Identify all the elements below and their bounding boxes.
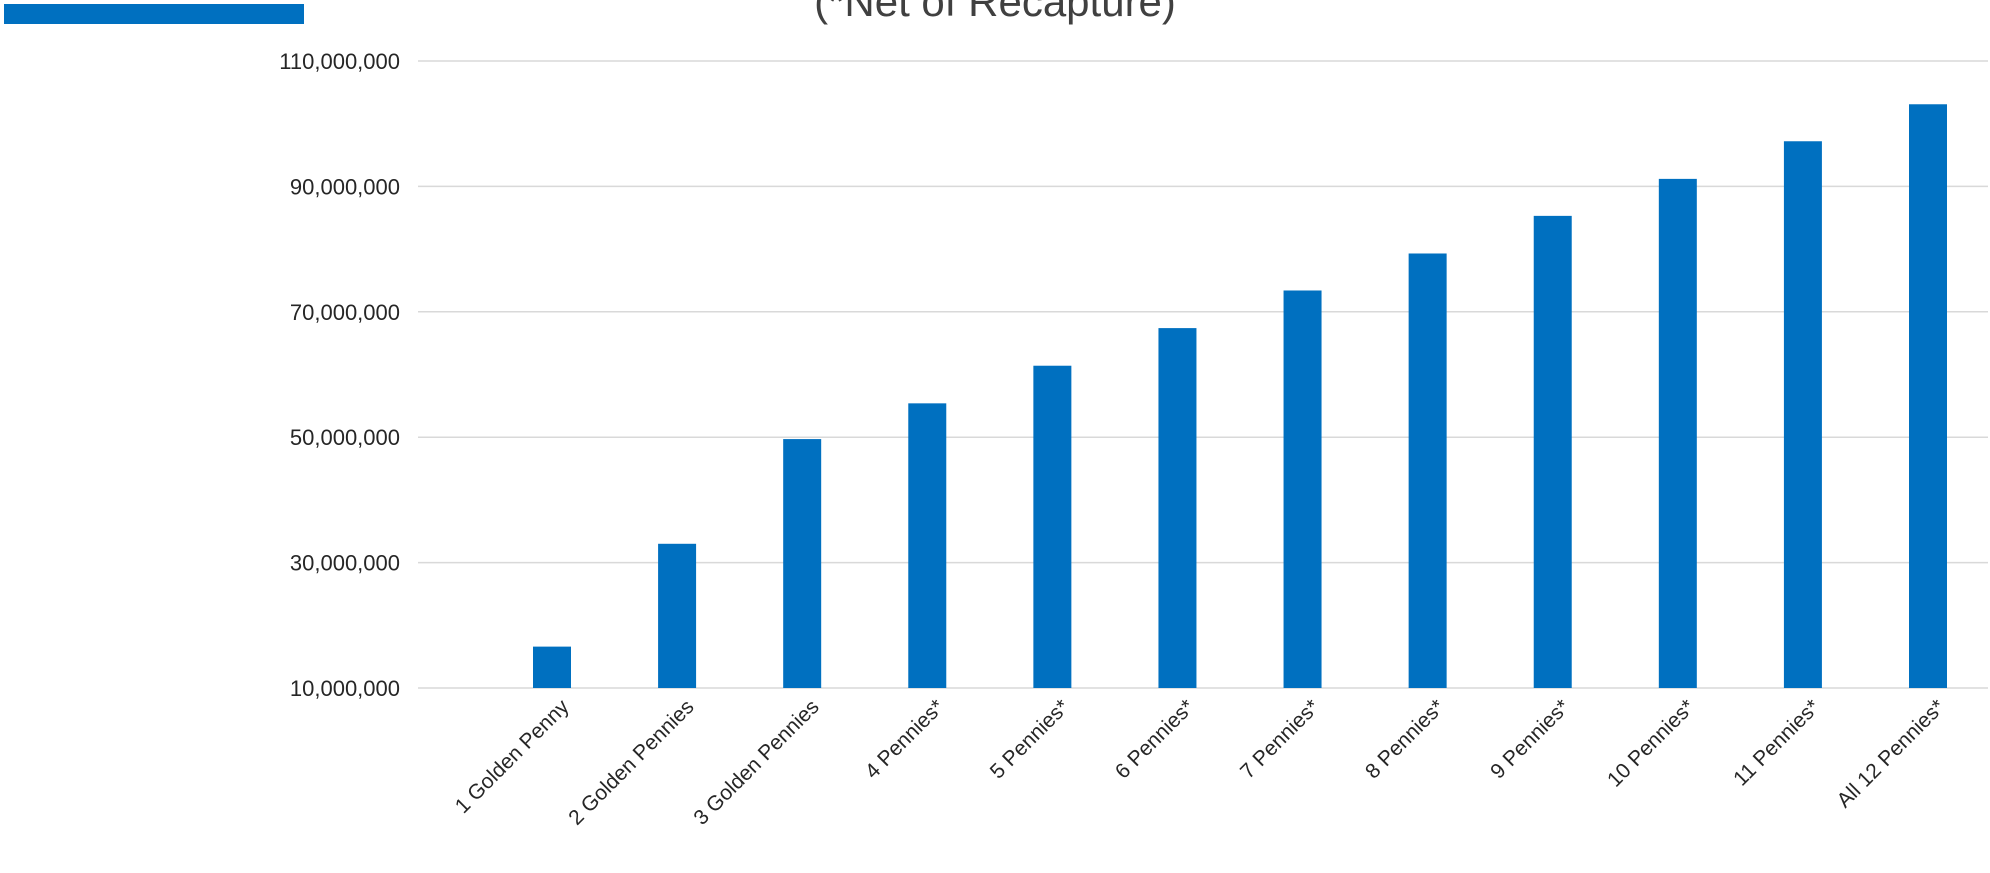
x-tick-label: All 12 Pennies* — [1833, 695, 1950, 812]
x-tick-label: 11 Pennies* — [1729, 695, 1824, 790]
y-tick-label: 110,000,000 — [279, 49, 400, 74]
bar — [1658, 178, 1697, 688]
bar — [658, 543, 697, 688]
chart-title: (*Net of Recapture) — [814, 0, 1176, 25]
y-tick-label: 10,000,000 — [290, 676, 400, 701]
bar — [1158, 328, 1197, 688]
bar — [1909, 104, 1947, 688]
bar — [1408, 253, 1447, 688]
x-tick-label: 1 Golden Penny — [451, 695, 574, 818]
y-tick-label: 50,000,000 — [290, 425, 400, 450]
x-tick-label: 2 Golden Pennies — [564, 695, 698, 829]
bar — [1033, 365, 1072, 688]
x-tick-label: 10 Pennies* — [1603, 695, 1699, 791]
gridlines — [418, 60, 1988, 689]
x-tick-label: 8 Pennies* — [1361, 695, 1449, 783]
legend-swatch — [4, 4, 304, 24]
bar — [783, 439, 822, 688]
y-axis-tick-labels: 10,000,000 30,000,000 50,000,000 70,000,000… — [279, 49, 400, 701]
bar — [533, 646, 571, 688]
bar — [1783, 141, 1822, 689]
bar — [1283, 290, 1322, 688]
x-tick-label: 7 Pennies* — [1236, 695, 1324, 783]
x-tick-label: 6 Pennies* — [1111, 695, 1199, 783]
x-tick-label: 5 Pennies* — [986, 695, 1074, 783]
bars — [533, 104, 1947, 689]
bar — [908, 403, 947, 688]
x-tick-label: 9 Pennies* — [1486, 695, 1574, 783]
y-tick-label: 30,000,000 — [290, 551, 400, 576]
x-tick-label: 3 Golden Pennies — [689, 695, 823, 829]
y-tick-label: 70,000,000 — [290, 300, 400, 325]
y-tick-label: 90,000,000 — [290, 174, 400, 199]
x-tick-label: 4 Pennies* — [861, 695, 949, 783]
bar — [1533, 215, 1572, 688]
